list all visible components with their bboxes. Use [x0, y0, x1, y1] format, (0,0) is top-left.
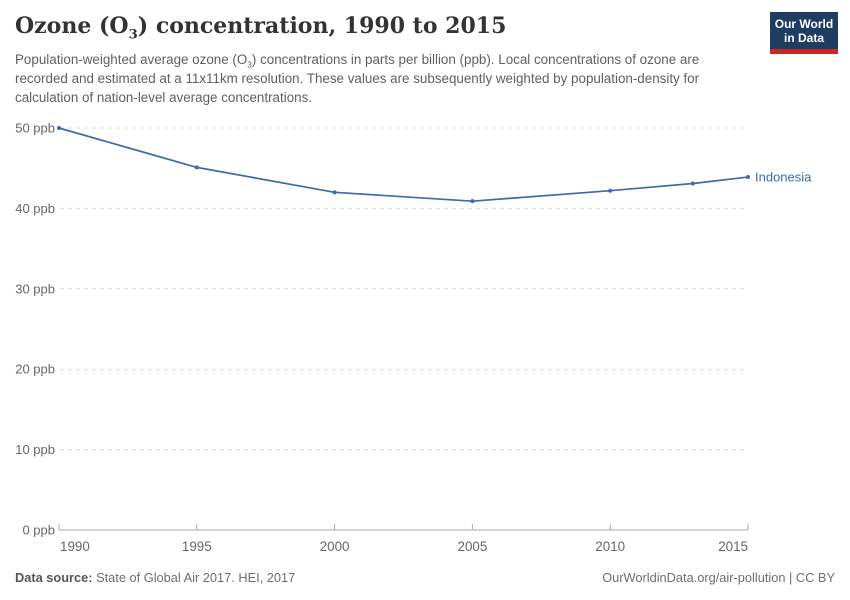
subtitle-subscript: 3	[247, 59, 252, 70]
x-tick-label-2010: 2010	[595, 539, 625, 554]
series-line-indonesia[interactable]	[58, 127, 749, 203]
y-tick-label-30: 30 ppb	[15, 281, 55, 296]
data-point-2005[interactable]	[470, 199, 475, 204]
chart-subtitle: Population-weighted average ozone (O3) c…	[15, 50, 735, 107]
title-text-cont: ) concentration, 1990 to 2015	[137, 13, 507, 39]
series-label-indonesia[interactable]: Indonesia	[755, 170, 812, 185]
y-tick-label-0: 0 ppb	[22, 523, 55, 538]
page-title: Ozone (O3) concentration, 1990 to 2015	[15, 13, 507, 43]
data-point-2010[interactable]	[608, 188, 613, 193]
y-tick-label-10: 10 ppb	[15, 442, 55, 457]
y-tick-label-40: 40 ppb	[15, 201, 55, 216]
y-tick-label-20: 20 ppb	[15, 362, 55, 377]
x-tick-label-1990: 1990	[60, 539, 90, 554]
title-text: Ozone (O	[15, 13, 129, 39]
title-subscript: 3	[128, 27, 138, 43]
subtitle-text-cont: ) concentrations in parts per billion (p…	[15, 52, 700, 105]
x-tick-label-1995: 1995	[182, 539, 212, 554]
owid-logo-line2: in Data	[783, 31, 824, 46]
owid-logo[interactable]: Our World in Data	[770, 12, 838, 55]
data-source-label: Data source:	[15, 570, 93, 585]
footer-citation-link[interactable]: OurWorldinData.org/air-pollution | CC BY	[602, 570, 835, 585]
owid-logo-line1: Our World	[774, 17, 834, 31]
x-tick-label-2015: 2015	[718, 539, 748, 554]
data-source-text: State of Global Air 2017. HEI, 2017	[92, 570, 296, 585]
x-tick-label-2005: 2005	[458, 539, 488, 554]
data-source: Data source: State of Global Air 2017. H…	[15, 570, 295, 585]
data-point-2013[interactable]	[690, 181, 695, 186]
data-point-2000[interactable]	[332, 190, 337, 195]
x-tick-label-2000: 2000	[320, 539, 350, 554]
data-point-1995[interactable]	[194, 165, 199, 170]
subtitle-text: Population-weighted average ozone (O	[15, 52, 248, 67]
data-point-1990[interactable]	[57, 126, 61, 130]
y-tick-label-50: 50 ppb	[15, 121, 55, 136]
data-point-2015[interactable]	[746, 175, 750, 180]
